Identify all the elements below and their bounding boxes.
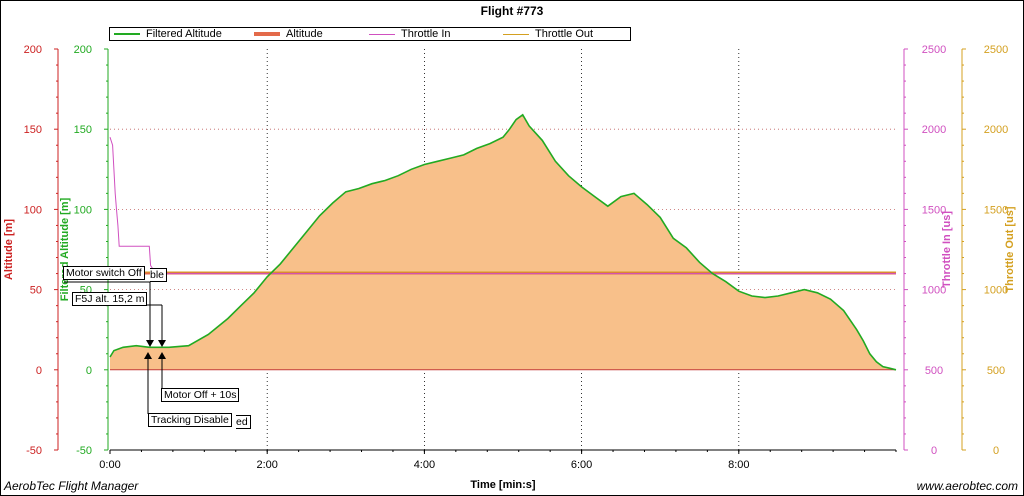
y-tick-label: 2000: [984, 124, 1008, 136]
y-axis-title: Altitude [m]: [3, 219, 15, 280]
y-tick-label: 50: [30, 285, 42, 297]
legend-item-filtered-altitude[interactable]: Filtered Altitude: [114, 28, 222, 40]
annotation-arrow: [158, 340, 166, 347]
y-tick-label: 2500: [922, 44, 946, 56]
annotation-motor-off-10s: Motor Off + 10s: [161, 388, 240, 402]
y-tick-label: 2500: [984, 44, 1008, 56]
series-line-throttle-in: [109, 137, 896, 275]
y-axis-title: Throttle In [us]: [941, 211, 953, 288]
annotation-ble: ble: [150, 268, 168, 282]
y-tick-label: 0: [86, 365, 92, 377]
y-tick-label: 150: [74, 124, 92, 136]
y-tick-label: 1500: [922, 204, 946, 216]
y-tick-label: 500: [987, 365, 1005, 377]
legend-item-throttle-in[interactable]: Throttle In: [369, 28, 451, 40]
y-tick-label: 200: [24, 44, 42, 56]
annotation-motor-switch-off: Motor switch Off: [63, 266, 145, 280]
x-axis-title: Time [min:s]: [470, 479, 536, 491]
y-tick-label: 1000: [922, 285, 946, 297]
x-tick-label: 0:00: [99, 459, 120, 471]
y-tick-label: 0: [993, 445, 999, 457]
y-tick-label: 100: [24, 204, 42, 216]
annotation-ed: ed: [236, 415, 251, 429]
y-tick-label: 0: [36, 365, 42, 377]
y-tick-label: 150: [24, 124, 42, 136]
chart-title: Flight #773: [480, 4, 544, 18]
x-tick-label: 8:00: [728, 459, 749, 471]
legend-swatch: [369, 33, 395, 35]
series-line-filtered-altitude: [109, 113, 897, 371]
legend-swatch: [503, 33, 529, 35]
footer-app-name: AerobTec Flight Manager: [4, 479, 139, 493]
y-axis-title: Filtered Altitude [m]: [59, 197, 71, 301]
y-axis-title: Throttle Out [us]: [1004, 206, 1016, 292]
x-tick-label: 2:00: [256, 459, 277, 471]
legend-swatch: [114, 33, 140, 36]
x-tick-label: 6:00: [571, 459, 592, 471]
y-tick-label: 1000: [984, 285, 1008, 297]
y-tick-label: -50: [26, 445, 42, 457]
y-tick-label: -50: [76, 445, 92, 457]
y-tick-label: 1500: [984, 204, 1008, 216]
y-tick-label: 100: [74, 204, 92, 216]
series-area-filtered-altitude: [110, 114, 896, 370]
legend-item-throttle-out[interactable]: Throttle Out: [503, 28, 593, 40]
y-tick-label: 2000: [922, 124, 946, 136]
annotation-arrow: [146, 340, 154, 347]
annotation-f5j-alt: F5J alt. 15,2 m: [72, 292, 148, 306]
legend-item-altitude[interactable]: Altitude: [254, 28, 323, 40]
annotation-arrow: [144, 352, 152, 359]
legend-swatch: [254, 32, 280, 37]
x-tick-label: 4:00: [414, 459, 435, 471]
annotation-arrow: [158, 352, 166, 359]
footer-website[interactable]: www.aerobtec.com: [916, 479, 1018, 493]
annotation-tracking-disable: Tracking Disable: [148, 413, 232, 427]
y-tick-label: 500: [925, 365, 943, 377]
legend: Filtered Altitude Altitude Throttle In T…: [109, 27, 631, 41]
y-tick-label: 0: [931, 445, 937, 457]
y-tick-label: 200: [74, 44, 92, 56]
